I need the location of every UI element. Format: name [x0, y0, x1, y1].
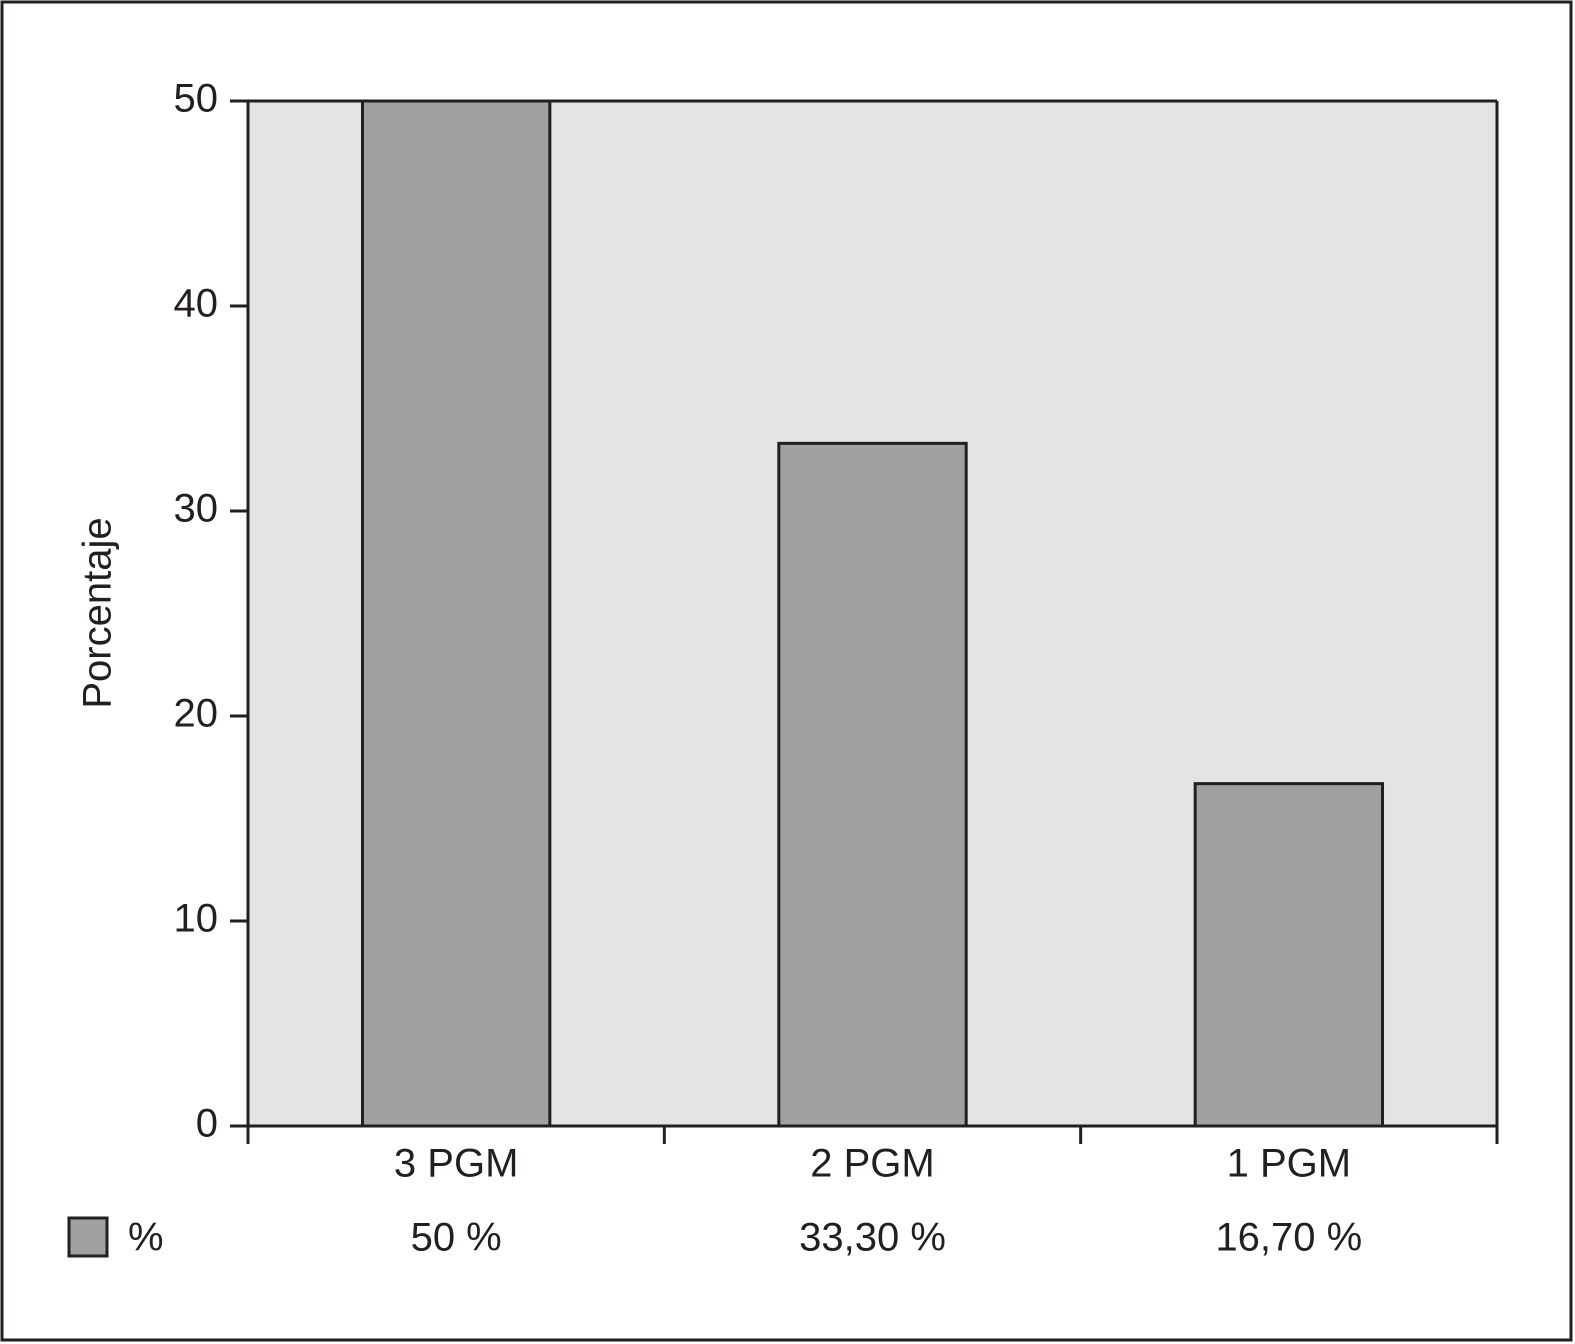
legend-label: %	[128, 1216, 164, 1260]
y-tick-label: 40	[174, 282, 219, 326]
y-tick-label: 0	[196, 1102, 218, 1146]
value-label: 16,70 %	[1215, 1216, 1362, 1260]
x-tick-label: 1 PGM	[1227, 1142, 1351, 1186]
x-tick-label: 3 PGM	[394, 1142, 518, 1186]
y-tick-label: 30	[174, 487, 219, 531]
y-tick-label: 10	[174, 897, 219, 941]
y-axis-label: Porcentaje	[76, 517, 120, 708]
legend-swatch	[67, 1216, 109, 1258]
y-tick-label: 50	[174, 77, 219, 121]
value-label: 50 %	[411, 1216, 502, 1260]
x-tick-label: 2 PGM	[810, 1142, 934, 1186]
bar	[777, 441, 968, 1128]
bar	[1193, 782, 1385, 1128]
value-label: 33,30 %	[799, 1216, 946, 1260]
y-tick-label: 20	[174, 692, 219, 736]
bar	[360, 99, 552, 1128]
